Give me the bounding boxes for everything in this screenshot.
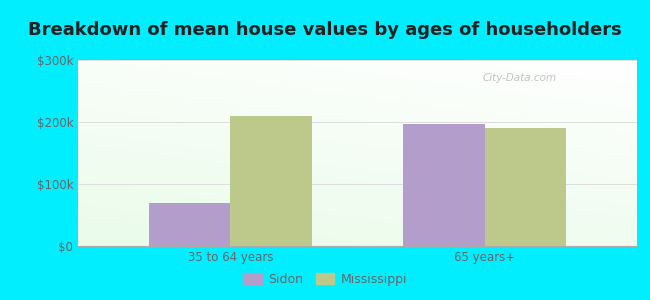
Text: City-Data.com: City-Data.com <box>483 73 557 83</box>
Text: Breakdown of mean house values by ages of householders: Breakdown of mean house values by ages o… <box>28 21 622 39</box>
Legend: Sidon, Mississippi: Sidon, Mississippi <box>238 268 412 291</box>
Bar <box>484 128 566 246</box>
Bar <box>231 116 312 246</box>
Bar <box>149 202 231 246</box>
Bar <box>403 124 484 246</box>
